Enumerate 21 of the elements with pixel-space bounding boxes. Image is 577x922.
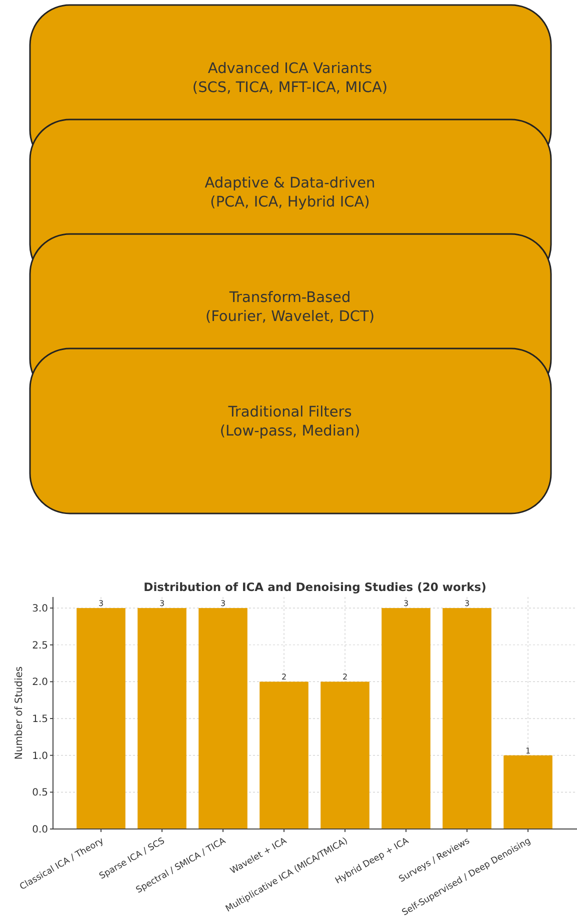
y-tick-label: 0.0 [32,824,48,836]
y-tick-label: 0.5 [32,788,48,799]
y-tick-label: 3.0 [32,604,48,615]
text: Traditional Filters (Low-pass, Median) [220,404,360,440]
data-label: 2 [281,672,287,682]
data-label: 3 [464,599,470,608]
data-label: 3 [98,599,104,608]
y-axis-title: Number of Studies [14,666,25,760]
text: Advanced ICA Variants (SCS, TICA, MFT-ICA, MICA) [192,61,388,96]
text: Adaptive & Data-driven (PCA, ICA, Hybrid ICA) [204,176,376,210]
data-label: 3 [159,599,165,608]
data-label: 3 [220,599,226,608]
data-label: 3 [403,599,409,608]
y-tick-label: 2.0 [32,677,48,688]
y-tick-label: 1.0 [32,750,48,762]
data-label: 1 [525,746,531,756]
text: Transform-Based (Fourier, Wavelet, DCT) [205,290,375,325]
data-label: 2 [342,672,348,682]
y-tick-label: 1.5 [32,714,48,726]
y-tick-label: 2.5 [32,640,48,652]
chart-title: Distribution of ICA and Denoising Studies (20 works) [144,580,486,594]
